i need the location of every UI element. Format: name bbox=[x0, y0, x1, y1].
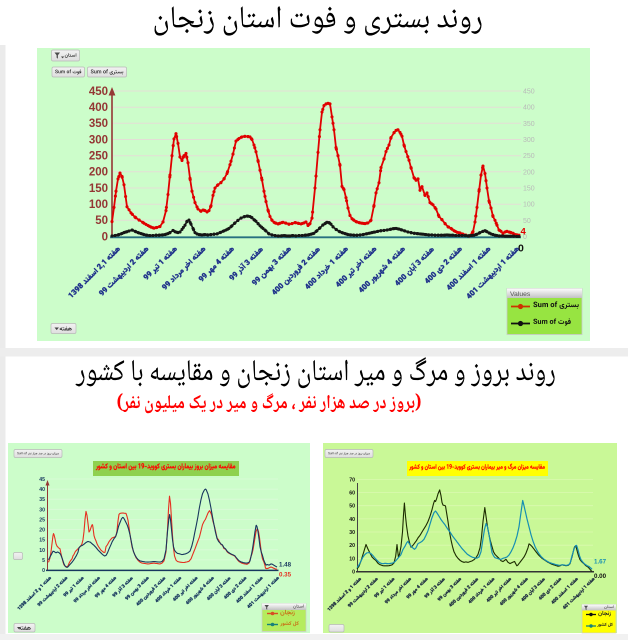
svg-text:200: 200 bbox=[523, 169, 535, 176]
svg-text:400: 400 bbox=[89, 102, 108, 114]
svg-text:15: 15 bbox=[39, 538, 45, 544]
svg-text:30: 30 bbox=[39, 507, 45, 513]
svg-text:450: 450 bbox=[523, 89, 535, 96]
svg-text:20: 20 bbox=[39, 528, 45, 534]
svg-text:250: 250 bbox=[89, 151, 108, 163]
svg-text:0.00: 0.00 bbox=[594, 573, 607, 580]
svg-text:0: 0 bbox=[518, 243, 524, 255]
svg-text:Values: Values bbox=[510, 291, 531, 298]
svg-text:0: 0 bbox=[523, 234, 527, 241]
svg-text:20: 20 bbox=[349, 543, 355, 549]
svg-text:100: 100 bbox=[523, 202, 535, 209]
svg-text:1.67: 1.67 bbox=[594, 559, 607, 566]
svg-text:450: 450 bbox=[89, 86, 108, 98]
svg-text:0.35: 0.35 bbox=[279, 572, 292, 579]
svg-text:5: 5 bbox=[42, 558, 45, 564]
svg-text:1.48: 1.48 bbox=[279, 562, 292, 569]
svg-text:40: 40 bbox=[349, 517, 355, 523]
svg-text:70: 70 bbox=[349, 477, 355, 483]
svg-text:10: 10 bbox=[39, 548, 45, 554]
svg-text:0: 0 bbox=[352, 570, 355, 576]
svg-text:100: 100 bbox=[89, 199, 108, 211]
svg-text:350: 350 bbox=[523, 121, 535, 128]
svg-text:50: 50 bbox=[349, 504, 355, 510]
svg-text:250: 250 bbox=[523, 153, 535, 160]
svg-text:30: 30 bbox=[349, 530, 355, 536]
svg-text:50: 50 bbox=[95, 215, 108, 227]
svg-text:0: 0 bbox=[102, 231, 108, 243]
svg-text:50: 50 bbox=[523, 218, 531, 225]
svg-text:40: 40 bbox=[39, 487, 45, 493]
svg-text:150: 150 bbox=[523, 186, 535, 193]
svg-text:150: 150 bbox=[89, 183, 108, 195]
svg-text:300: 300 bbox=[89, 134, 108, 146]
svg-text:300: 300 bbox=[523, 137, 535, 144]
svg-text:400: 400 bbox=[523, 105, 535, 112]
svg-text:0: 0 bbox=[42, 568, 45, 574]
svg-text:60: 60 bbox=[349, 491, 355, 497]
svg-text:25: 25 bbox=[39, 517, 45, 523]
svg-text:4: 4 bbox=[521, 227, 527, 238]
svg-text:200: 200 bbox=[89, 167, 108, 179]
svg-text:45: 45 bbox=[39, 477, 45, 483]
svg-text:35: 35 bbox=[39, 497, 45, 503]
svg-text:350: 350 bbox=[89, 118, 108, 130]
svg-text:10: 10 bbox=[349, 556, 355, 562]
